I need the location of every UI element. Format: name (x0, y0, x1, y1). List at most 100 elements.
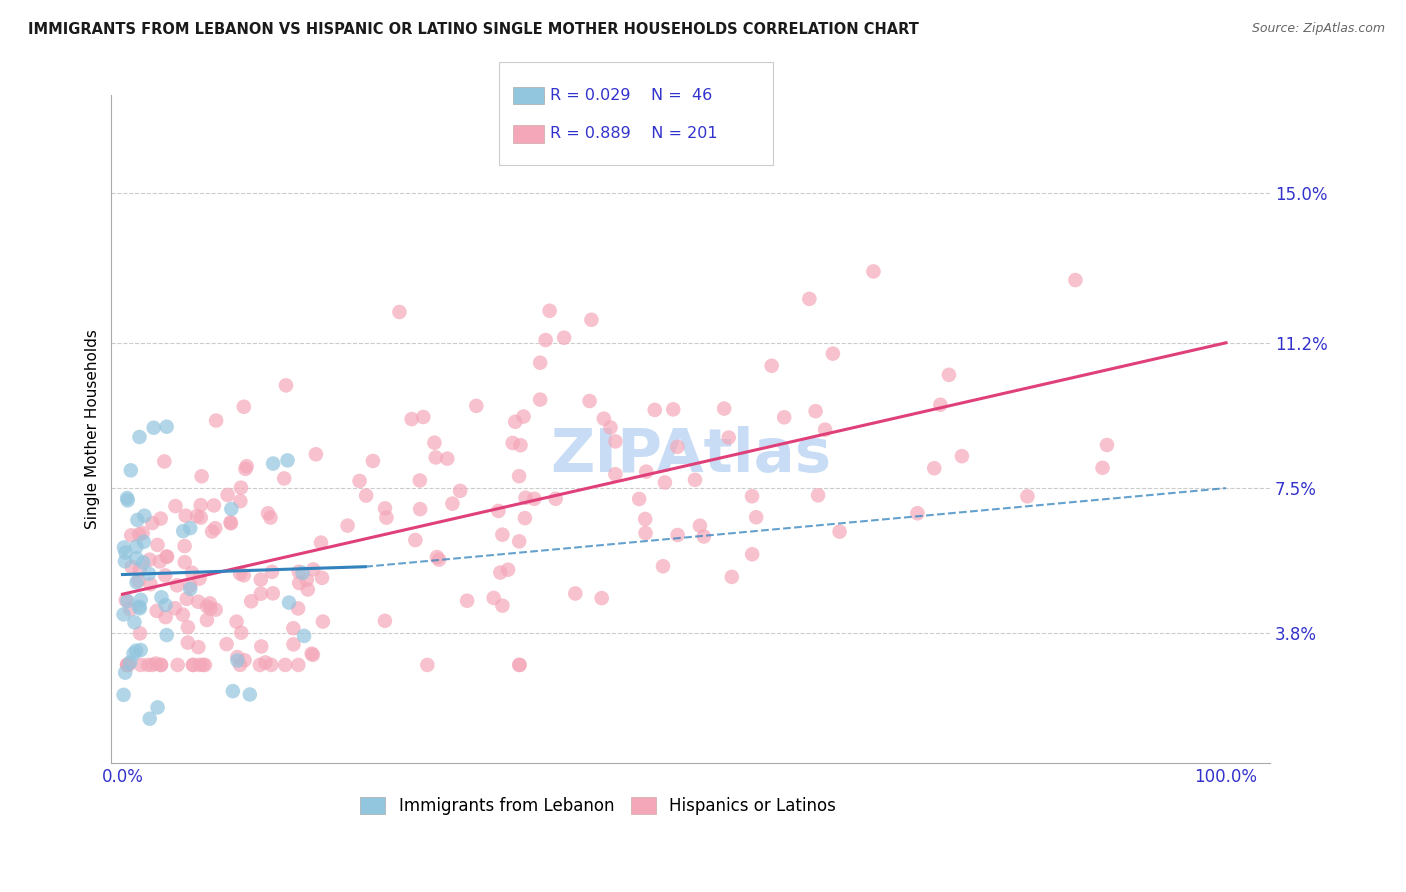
Point (201, 524, 224, 539)
Point (713, 401, 735, 416)
Point (127, 513, 149, 527)
Point (441, 497, 464, 511)
Point (513, 511, 536, 525)
Point (195, 613, 218, 627)
Point (232, 568, 254, 582)
Point (187, 640, 209, 654)
Point (217, 488, 239, 502)
Point (465, 399, 488, 413)
Point (578, 394, 600, 409)
Point (302, 562, 325, 576)
Point (204, 521, 226, 535)
Point (141, 516, 163, 530)
Point (138, 712, 160, 726)
Point (257, 506, 280, 520)
Point (426, 550, 449, 565)
Point (112, 541, 135, 555)
Point (195, 599, 218, 614)
Point (412, 409, 434, 424)
Point (274, 657, 297, 672)
Point (773, 410, 796, 425)
Point (128, 601, 150, 615)
Point (114, 593, 136, 607)
Point (496, 563, 519, 577)
Point (354, 489, 377, 503)
Point (225, 615, 247, 629)
Point (250, 640, 273, 654)
Point (117, 594, 139, 608)
Point (283, 621, 305, 635)
Point (287, 601, 309, 615)
Point (287, 657, 309, 672)
Point (628, 491, 651, 506)
Point (305, 447, 328, 461)
Text: R = 0.029    N =  46: R = 0.029 N = 46 (550, 88, 711, 103)
Point (277, 453, 299, 467)
Point (179, 582, 201, 596)
Point (129, 626, 152, 640)
Point (149, 511, 172, 525)
Point (128, 563, 150, 577)
Point (720, 570, 742, 584)
Point (581, 312, 603, 326)
Point (179, 521, 201, 535)
Point (124, 615, 146, 630)
Point (666, 440, 689, 454)
Point (190, 498, 212, 512)
Point (515, 491, 537, 505)
Y-axis label: Single Mother Households: Single Mother Households (86, 329, 100, 529)
Point (229, 481, 252, 495)
Point (165, 499, 187, 513)
Point (288, 565, 311, 579)
Point (221, 502, 243, 516)
Point (666, 528, 689, 542)
Point (538, 303, 561, 318)
Point (374, 501, 396, 516)
Point (114, 665, 136, 680)
Point (636, 465, 658, 479)
Point (200, 601, 222, 615)
Point (828, 524, 851, 539)
Point (249, 573, 271, 587)
Point (301, 647, 323, 661)
Point (186, 508, 208, 523)
Point (132, 556, 155, 570)
Point (235, 462, 257, 476)
Point (634, 526, 657, 541)
Point (644, 403, 666, 417)
Point (717, 431, 740, 445)
Point (427, 552, 450, 566)
Point (262, 457, 284, 471)
Point (950, 449, 973, 463)
Point (115, 657, 138, 672)
Point (240, 594, 263, 608)
Point (239, 688, 262, 702)
Point (388, 305, 411, 319)
Point (125, 551, 148, 566)
Point (534, 333, 557, 347)
Point (188, 572, 211, 586)
Point (188, 657, 211, 672)
Point (128, 527, 150, 541)
Point (149, 657, 172, 672)
Point (222, 684, 245, 698)
Point (120, 656, 142, 670)
Point (512, 409, 534, 424)
Point (149, 657, 172, 672)
Point (509, 657, 531, 672)
Point (259, 510, 281, 524)
Point (456, 593, 478, 607)
Point (821, 346, 844, 360)
Point (741, 547, 763, 561)
Point (120, 602, 142, 616)
Point (122, 647, 145, 661)
Point (404, 533, 426, 547)
Point (654, 475, 676, 490)
Point (132, 534, 155, 549)
Point (128, 599, 150, 614)
Point (486, 504, 509, 518)
Point (291, 566, 314, 580)
Point (508, 657, 530, 672)
Point (1091, 460, 1114, 475)
Point (215, 637, 238, 651)
